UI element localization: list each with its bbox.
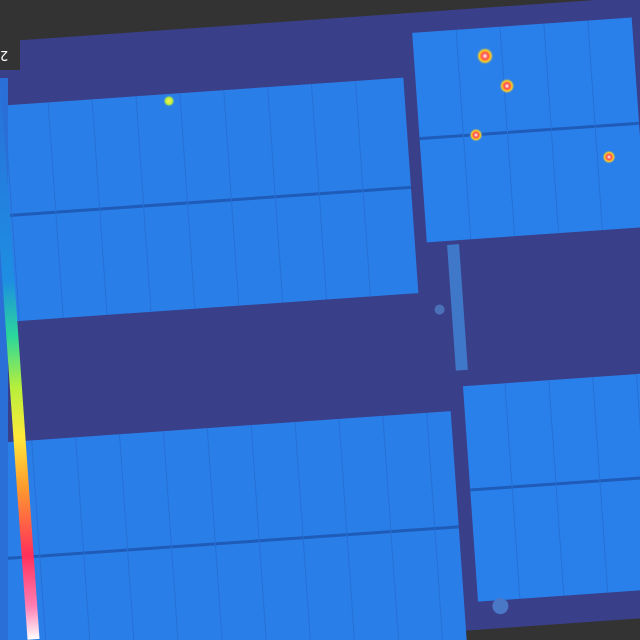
panel-block <box>0 411 467 640</box>
cell-line <box>223 90 240 306</box>
cell-line <box>543 23 560 234</box>
panel-seam <box>419 121 640 141</box>
cell-line <box>250 425 268 640</box>
cell-line <box>587 20 603 231</box>
cell-line <box>548 380 565 596</box>
cell-line <box>75 437 93 640</box>
cell-line <box>206 428 224 640</box>
cell-line <box>135 96 152 312</box>
panel-array-lower-right <box>462 372 640 602</box>
color-scale-label: 2 <box>0 47 9 62</box>
cell-line <box>455 29 472 240</box>
cell-line <box>267 87 284 303</box>
hot-spot-2 <box>476 47 494 65</box>
panel-array-upper-left <box>0 77 419 324</box>
hot-spot-1 <box>163 95 175 107</box>
cell-line <box>354 80 371 297</box>
cell-line <box>31 440 49 640</box>
cell-line <box>47 102 64 318</box>
cell-line <box>504 383 521 599</box>
cell-line <box>426 412 444 640</box>
cell-line <box>338 418 356 640</box>
hot-spot-5 <box>602 150 616 164</box>
panel-seam <box>470 474 640 492</box>
cell-line <box>311 83 328 300</box>
panel-array-lower-left <box>0 411 467 640</box>
cell-line <box>636 374 640 590</box>
cell-line <box>382 415 400 640</box>
cell-line <box>294 421 312 640</box>
panel-seam <box>0 185 412 220</box>
cell-line <box>91 99 108 315</box>
panel-block <box>0 77 419 324</box>
panel-seam <box>0 525 459 561</box>
support-post <box>447 244 468 371</box>
cell-line <box>118 434 137 640</box>
cell-line <box>179 93 196 309</box>
panel-array-upper-right <box>412 17 640 243</box>
post-bracket <box>434 304 445 315</box>
hot-spot-3 <box>499 78 515 94</box>
panel-block <box>462 372 640 602</box>
cell-line <box>162 431 180 640</box>
cell-line <box>499 26 516 237</box>
ground-object <box>492 598 509 615</box>
color-scale-bar <box>0 0 40 640</box>
cell-line <box>592 377 609 593</box>
hot-spot-4 <box>469 128 483 142</box>
